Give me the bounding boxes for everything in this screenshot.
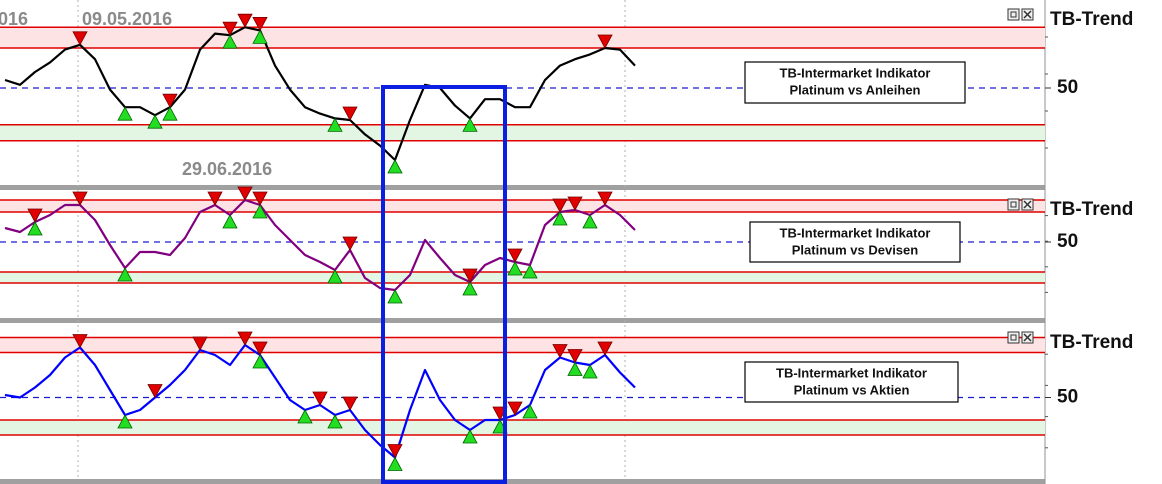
panel-separator: [0, 185, 1045, 190]
restore-icon-inner: [1010, 334, 1017, 341]
indicator-line: [4, 26, 636, 162]
sell-signal: [597, 34, 613, 49]
buy-signal: [162, 106, 178, 121]
sell-signal: [237, 331, 253, 346]
sell-signal: [252, 341, 268, 356]
indicator-box-text: TB-Intermarket Indikator: [780, 225, 931, 240]
sell-signal: [567, 349, 583, 364]
sell-signal: [342, 236, 358, 251]
date-label: 29.06.2016: [182, 159, 272, 179]
buy-signal: [582, 214, 598, 229]
y-tick-label: 50: [1057, 231, 1078, 252]
restore-icon-inner: [1010, 201, 1017, 208]
band: [0, 27, 1045, 48]
buy-signal: [522, 264, 538, 279]
sell-signal: [567, 196, 583, 211]
sell-signal: [462, 268, 478, 283]
sell-signal: [72, 191, 88, 206]
indicator-box: [749, 221, 961, 263]
restore-icon: [1007, 331, 1020, 344]
indicator-box-text: TB-Intermarket Indikator: [780, 65, 931, 80]
sell-signal: [507, 248, 523, 263]
buy-signal: [582, 364, 598, 379]
buy-signal: [462, 117, 478, 132]
sell-signal: [507, 401, 523, 416]
sell-signal: [162, 93, 178, 109]
band: [0, 124, 1045, 141]
sell-signal: [552, 198, 568, 213]
buy-signal: [222, 214, 238, 229]
buy-signal: [462, 429, 478, 444]
buy-signal: [462, 281, 478, 296]
close-icon-cross: [1023, 200, 1032, 209]
sell-signal: [237, 13, 253, 29]
date-label: 016: [0, 9, 28, 29]
sell-signal: [252, 17, 268, 32]
band: [0, 420, 1045, 435]
buy-signal: [252, 29, 268, 44]
buy-signal: [252, 354, 268, 369]
buy-signal: [552, 211, 568, 226]
buy-signal: [117, 106, 133, 121]
chart-layer: 50 TB-Trend TB-Intermarket Indikator Platin…: [0, 8, 1133, 471]
sell-signal: [72, 31, 88, 46]
buy-signal: [387, 456, 403, 471]
sell-signal: [342, 396, 358, 411]
sell-signal: [147, 384, 163, 399]
sell-signal: [342, 106, 358, 121]
indicator-box-text: Platinum vs Devisen: [792, 242, 918, 257]
sell-signal: [222, 21, 238, 37]
axis-title: TB-Trend: [1050, 9, 1133, 30]
close-icon-cross: [1023, 333, 1032, 342]
sell-signal: [597, 191, 613, 206]
buy-signal: [327, 117, 343, 132]
sell-signal: [72, 334, 88, 349]
restore-icon: [1007, 8, 1020, 21]
buy-signal: [297, 409, 313, 424]
buy-signal: [522, 404, 538, 419]
buy-signal: [27, 221, 43, 236]
sell-signal: [552, 344, 568, 359]
buy-signal: [327, 269, 343, 284]
buy-signal: [117, 267, 133, 282]
sell-signal: [192, 336, 208, 351]
y-tick-label: 50: [1057, 77, 1078, 98]
indicator-box-text: Platinum vs Anleihen: [790, 82, 921, 97]
sell-signal: [27, 208, 43, 223]
axis-title: TB-Trend: [1050, 332, 1133, 353]
indicator-box-text: TB-Intermarket Indikator: [776, 365, 927, 380]
close-icon-cross: [1023, 10, 1032, 19]
buy-signal: [252, 204, 268, 219]
band: [0, 272, 1045, 283]
buy-signal: [567, 361, 583, 376]
panel-separator: [0, 479, 1045, 484]
sell-signal: [312, 391, 328, 406]
indicator-box: [744, 61, 966, 104]
indicator-box: [744, 361, 959, 403]
restore-icon-inner: [1010, 11, 1017, 18]
y-tick-label: 50: [1057, 387, 1078, 408]
date-label: 09.05.2016: [82, 9, 172, 29]
buy-signal: [507, 261, 523, 276]
buy-signal: [387, 289, 403, 304]
sell-signal: [207, 191, 223, 206]
buy-signal: [117, 414, 133, 429]
sell-signal: [387, 444, 403, 459]
band: [0, 200, 1045, 212]
buy-signal: [222, 34, 238, 49]
restore-icon: [1007, 198, 1020, 211]
highlight-box: [381, 85, 507, 484]
band: [0, 337, 1045, 353]
axis-title: TB-Trend: [1050, 199, 1133, 220]
buy-signal: [387, 159, 403, 174]
panel-separator: [0, 318, 1045, 323]
sell-signal: [237, 186, 253, 201]
buy-signal: [147, 114, 163, 129]
indicator-box-text: Platinum vs Aktien: [794, 382, 910, 397]
sell-signal: [597, 341, 613, 356]
buy-signal: [327, 414, 343, 429]
sell-signal: [252, 191, 268, 206]
